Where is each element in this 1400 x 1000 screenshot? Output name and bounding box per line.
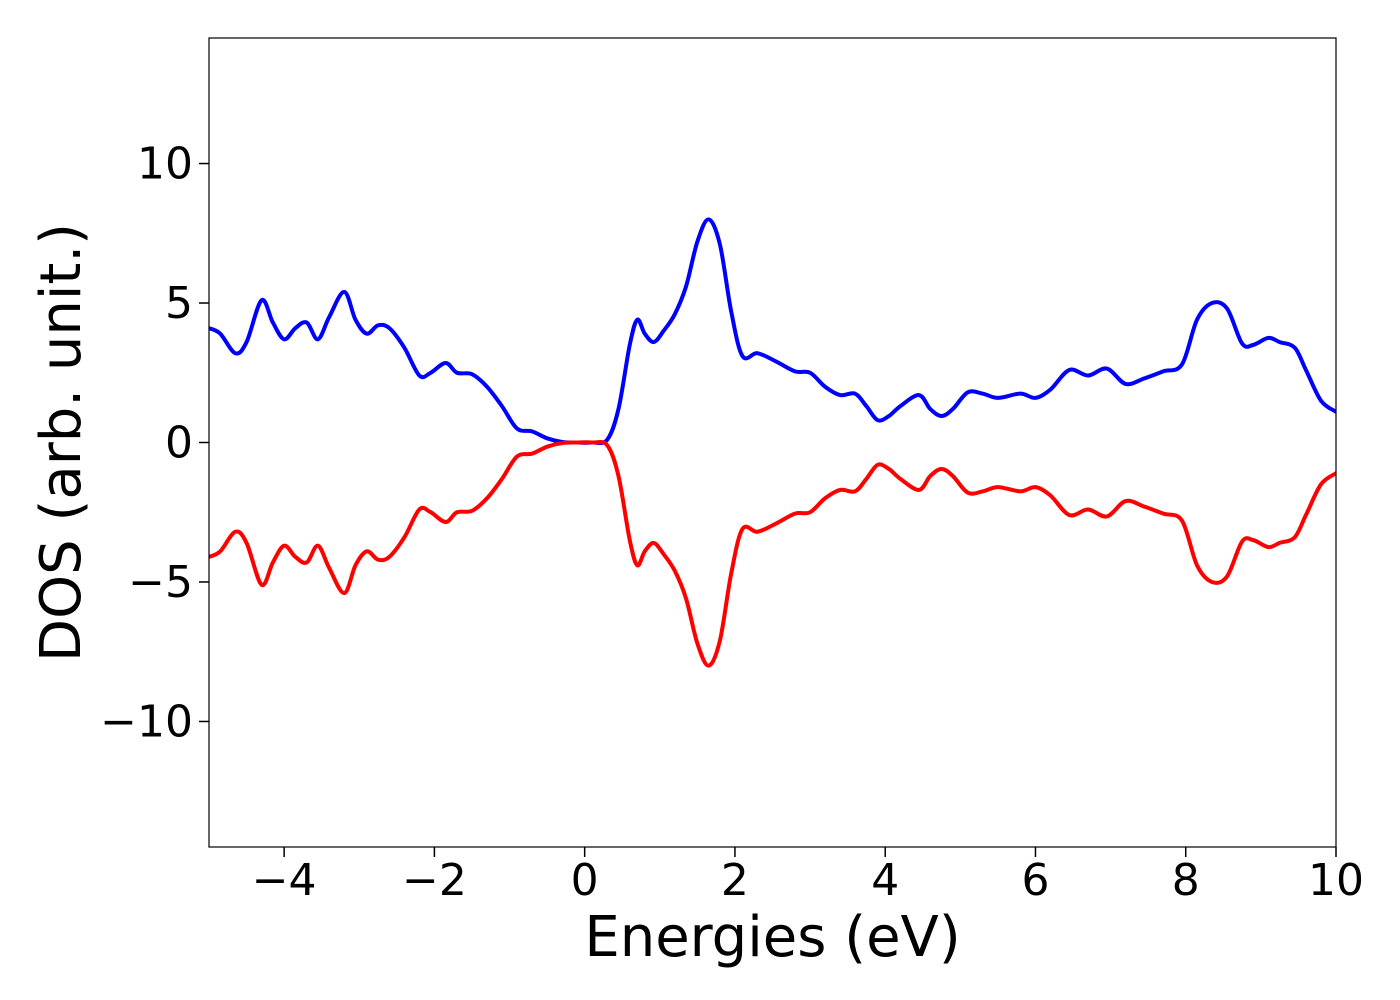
x-axis-ticks: −4 −2 0 2 4 6 8 10 — [252, 847, 1364, 906]
x-tick-label: 0 — [571, 855, 599, 906]
y-tick-label: 10 — [137, 139, 193, 190]
series-line-negative — [209, 439, 1336, 668]
x-tick-label: 6 — [1021, 855, 1049, 906]
y-tick-label: −5 — [128, 557, 193, 608]
x-tick-label: 4 — [871, 855, 899, 906]
y-axis-ticks: −10 −5 0 5 10 — [100, 139, 209, 747]
y-tick-label: 0 — [165, 418, 193, 469]
y-tick-label: 5 — [165, 278, 193, 329]
x-tick-label: 10 — [1308, 855, 1364, 906]
x-tick-label: −2 — [402, 855, 467, 906]
x-tick-label: 2 — [721, 855, 749, 906]
x-tick-label: 8 — [1172, 855, 1200, 906]
series-layer — [209, 217, 1336, 668]
y-tick-label: −10 — [100, 696, 193, 747]
x-tick-label: −4 — [252, 855, 317, 906]
y-axis-label: DOS (arb. unit.) — [29, 223, 94, 662]
series-line-positive — [209, 217, 1336, 446]
plot-area-frame — [208, 37, 1337, 848]
x-axis-label: Energies (eV) — [584, 905, 960, 970]
